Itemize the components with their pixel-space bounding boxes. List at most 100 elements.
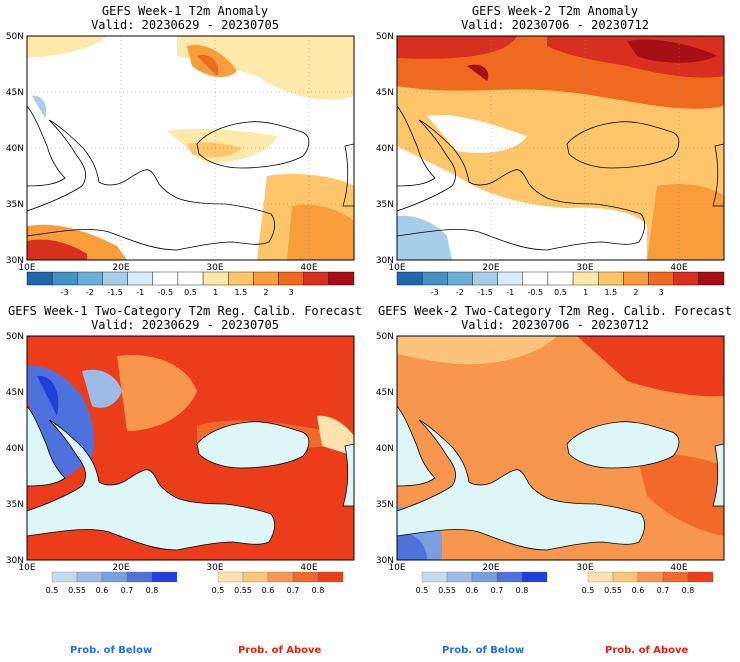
anomaly-colorbar-label: -0.5 <box>158 288 174 297</box>
prob-above-colorbar-cell <box>242 571 269 583</box>
colorbars: -3 -2 -1.5 -1 -0.5 0.5 1 1.5 2 3 -3 -2 -1.5 -1 -0.5 0.5… <box>26 271 725 595</box>
prob-below-colorbar-cell <box>471 571 498 583</box>
panel2-valid: Valid: 20230706 - 20230712 <box>461 18 649 32</box>
anomaly-colorbar-cell <box>102 271 128 286</box>
anomaly-colorbar-cell <box>177 271 204 286</box>
anomaly-colorbar-label: -1 <box>136 288 144 297</box>
prob-above-colorbar-label: 0.7 <box>657 586 670 595</box>
anomaly-colorbar-cell <box>127 271 153 286</box>
prob-below-colorbar-cell <box>101 571 128 583</box>
prob-below-colorbar-label: 0.5 <box>416 586 429 595</box>
prob-below-colorbar-cell <box>76 571 103 583</box>
anomaly-colorbar-label: 2 <box>263 288 268 297</box>
prob-below-colorbar-cell <box>421 571 448 583</box>
anomaly-colorbar-cell <box>547 271 574 286</box>
lat-label: 45N <box>6 88 24 98</box>
prob-above-colorbar-label: 0.55 <box>234 586 252 595</box>
panel3-map <box>26 335 355 561</box>
lon-label: 40E <box>670 263 687 273</box>
anomaly-colorbar-label: 1.5 <box>604 288 617 297</box>
lon-label: 10E <box>388 563 405 573</box>
lon-label: 20E <box>482 563 499 573</box>
prob-above-colorbar-label: 0.55 <box>604 586 622 595</box>
prob-above-colorbar-label: 0.6 <box>262 586 275 595</box>
panel1-valid: Valid: 20230629 - 20230705 <box>91 18 279 32</box>
prob-below-colorbar-label: 0.7 <box>491 586 504 595</box>
prob-below-colorbar-label: 0.6 <box>96 586 109 595</box>
anomaly-colorbar-cell <box>26 271 53 286</box>
lat-label: 40N <box>6 444 24 454</box>
prob-below-colorbar-cell <box>151 571 178 583</box>
lat-label: 40N <box>6 144 24 154</box>
anomaly-colorbar-cell <box>152 271 179 286</box>
lat-label: 30N <box>376 256 394 266</box>
lon-label: 20E <box>482 263 499 273</box>
lat-label: 40N <box>376 444 394 454</box>
anomaly-colorbar-cell <box>447 271 473 286</box>
lat-label: 50N <box>6 32 24 42</box>
lat-label: 35N <box>376 200 394 210</box>
panel4-title: GEFS Week-2 Two-Category T2m Reg. Calib.… <box>377 304 732 318</box>
anomaly-colorbar-cell <box>303 271 330 286</box>
anomaly-colorbar-cell <box>396 271 423 286</box>
prob-above-colorbar-label: 0.5 <box>212 586 225 595</box>
prob-below-colorbar-cell <box>126 571 153 583</box>
lon-label: 30E <box>206 263 223 273</box>
anomaly-colorbar-cell <box>648 271 674 286</box>
anomaly-colorbar-cell <box>253 271 279 286</box>
prob-above-colorbar-cell <box>637 571 664 583</box>
anomaly-colorbar-cell <box>77 271 103 286</box>
lon-label: 30E <box>576 563 593 573</box>
lat-label: 30N <box>376 556 394 566</box>
prob-above-colorbar-cell <box>662 571 689 583</box>
prob-below-colorbar-cell <box>521 571 548 583</box>
panel4-map <box>396 335 725 561</box>
lon-label: 10E <box>388 263 405 273</box>
anomaly-colorbar-cell <box>328 271 355 286</box>
lat-label: 35N <box>6 500 24 510</box>
prob-above-colorbar-cell <box>587 571 614 583</box>
lat-label: 50N <box>376 32 394 42</box>
anomaly-colorbar-cell <box>421 271 448 286</box>
anomaly-colorbar-cell <box>623 271 649 286</box>
lat-label: 50N <box>376 332 394 342</box>
lat-label: 50N <box>6 332 24 342</box>
prob-below-colorbar-label: 0.8 <box>146 586 159 595</box>
lon-label: 10E <box>18 563 35 573</box>
anomaly-colorbar-label: 0.5 <box>554 288 567 297</box>
anomaly-colorbar-cell <box>522 271 549 286</box>
prob-below-colorbar-label: 0.6 <box>466 586 479 595</box>
lat-label: 45N <box>6 388 24 398</box>
prob-below-colorbar-cell <box>446 571 473 583</box>
anomaly-colorbar-label: 1 <box>583 288 588 297</box>
anomaly-colorbar-label: -1.5 <box>477 288 493 297</box>
anomaly-colorbar-label: -3 <box>431 288 439 297</box>
anomaly-colorbar-label: 3 <box>659 288 664 297</box>
prob-below-colorbar-label: 0.8 <box>516 586 529 595</box>
panel4-valid: Valid: 20230706 - 20230712 <box>461 318 649 332</box>
prob-above-colorbar-cell <box>267 571 294 583</box>
anomaly-colorbar-label: -1 <box>506 288 514 297</box>
prob-below-label-left: Prob. of Below <box>70 645 153 656</box>
prob-below-colorbar-label: 0.5 <box>46 586 59 595</box>
lon-label: 30E <box>206 563 223 573</box>
lat-label: 40N <box>376 144 394 154</box>
panel3-title: GEFS Week-1 Two-Category T2m Reg. Calib.… <box>7 304 362 318</box>
prob-above-colorbar-cell <box>317 571 344 583</box>
prob-above-colorbar-label: 0.5 <box>582 586 595 595</box>
lat-label: 35N <box>376 500 394 510</box>
prob-above-label-right: Prob. of Above <box>605 645 689 656</box>
lat-label: 45N <box>376 88 394 98</box>
panel2-map <box>396 35 725 261</box>
lon-label: 10E <box>18 263 35 273</box>
anomaly-colorbar-cell <box>278 271 304 286</box>
panel2-title: GEFS Week-2 T2m Anomaly <box>471 4 639 18</box>
lon-label: 40E <box>670 563 687 573</box>
anomaly-colorbar-label: 2 <box>633 288 638 297</box>
lat-label: 35N <box>6 200 24 210</box>
anomaly-colorbar-label: 1 <box>213 288 218 297</box>
prob-above-label-left: Prob. of Above <box>238 645 322 656</box>
anomaly-colorbar-cell <box>228 271 254 286</box>
lon-label: 40E <box>300 563 317 573</box>
